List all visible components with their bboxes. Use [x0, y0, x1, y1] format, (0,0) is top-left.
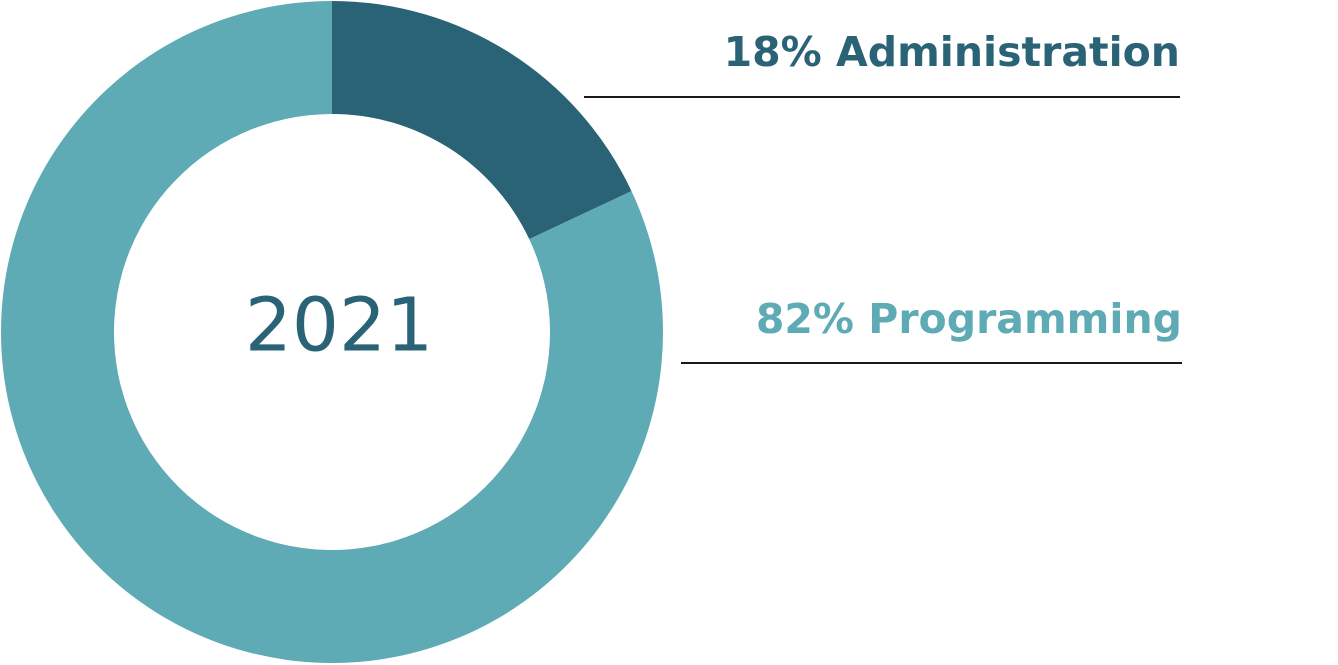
donut-slice-administration — [332, 1, 632, 240]
donut-slices — [0, 1, 663, 663]
donut-slice-programming — [0, 1, 663, 663]
center-year-label: 2021 — [245, 283, 433, 369]
slice-label-administration: 18% Administration — [724, 28, 1180, 76]
slice-label-programming: 82% Programming — [756, 295, 1182, 343]
